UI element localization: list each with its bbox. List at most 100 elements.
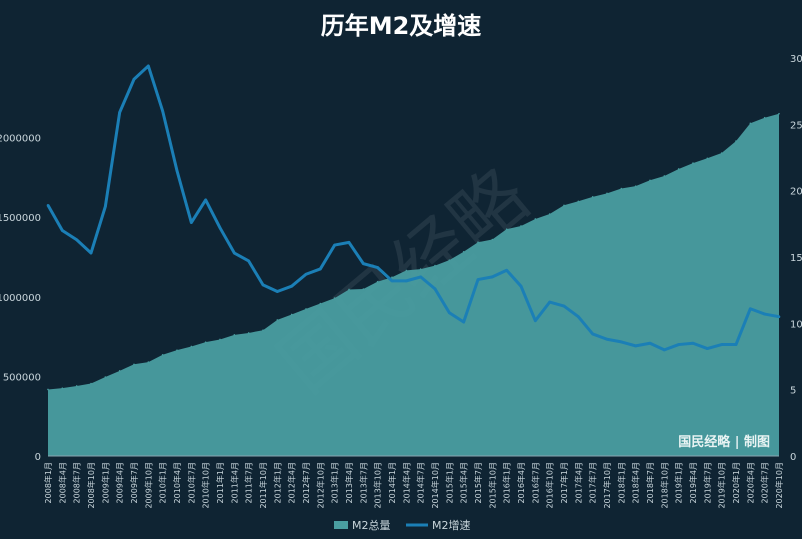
legend-swatch-m2-total xyxy=(334,521,348,529)
x-tick-label: 2013年10月 xyxy=(373,462,383,509)
x-tick-label: 2011年7月 xyxy=(244,462,254,503)
x-tick-label: 2020年7月 xyxy=(760,462,770,503)
m2-total-point xyxy=(534,218,537,220)
x-tick-label: 2019年7月 xyxy=(702,462,712,503)
x-tick-label: 2017年1月 xyxy=(559,462,569,503)
m2-growth-point xyxy=(548,300,551,304)
m2-growth-point xyxy=(46,203,50,207)
m2-total-point xyxy=(147,361,150,363)
m2-total-point xyxy=(548,213,551,215)
m2-total-point xyxy=(133,363,135,366)
legend-label-m2-growth: M2增速 xyxy=(432,518,471,532)
m2-growth-point xyxy=(734,343,738,346)
m2-growth-point xyxy=(763,312,766,316)
m2-growth-point xyxy=(190,221,193,224)
m2-total-point xyxy=(176,349,178,351)
m2-growth-point xyxy=(304,272,308,276)
m2-growth-point xyxy=(620,340,623,344)
right-tick-label: 15 xyxy=(790,253,802,264)
m2-growth-point xyxy=(89,251,93,255)
m2-growth-point xyxy=(247,259,250,263)
m2-growth-point xyxy=(433,287,437,291)
right-tick-label: 25 xyxy=(790,120,802,131)
x-tick-label: 2019年10月 xyxy=(717,462,727,509)
m2-total-point xyxy=(720,152,723,154)
m2-growth-point xyxy=(218,226,222,230)
legend-label-m2-total: M2总量 xyxy=(352,518,391,532)
m2-growth-point xyxy=(175,169,179,173)
right-tick-label: 0 xyxy=(790,452,796,463)
m2-total-point xyxy=(677,168,680,170)
x-tick-label: 2014年7月 xyxy=(416,462,426,503)
x-tick-label: 2016年7月 xyxy=(530,462,540,503)
m2-total-point xyxy=(348,288,350,291)
m2-growth-point xyxy=(104,205,107,208)
m2-growth-point xyxy=(505,268,508,272)
m2-total-point xyxy=(763,116,766,119)
m2-total-point xyxy=(735,140,737,142)
m2-growth-point xyxy=(362,262,365,265)
x-tick-label: 2015年7月 xyxy=(473,462,483,503)
m2-total-point xyxy=(749,122,752,125)
m2-growth-point xyxy=(691,341,695,345)
x-tick-label: 2008年10月 xyxy=(86,462,96,509)
x-tick-label: 2020年1月 xyxy=(731,462,741,503)
m2-total-point xyxy=(520,225,522,227)
m2-total-point xyxy=(491,238,494,241)
m2-growth-point xyxy=(777,315,781,319)
m2-growth-point xyxy=(75,238,78,242)
m2-total-point xyxy=(692,162,694,164)
m2-growth-point xyxy=(605,337,609,341)
plot-area xyxy=(46,64,781,456)
m2-total-point xyxy=(47,388,49,391)
m2-total-point xyxy=(247,332,250,334)
x-tick-label: 2012年1月 xyxy=(272,462,282,503)
x-tick-label: 2008年1月 xyxy=(43,462,53,503)
x-tick-label: 2008年7月 xyxy=(72,462,82,503)
x-tick-label: 2009年4月 xyxy=(115,462,125,503)
m2-total-point xyxy=(290,313,293,316)
m2-growth-point xyxy=(61,229,64,232)
x-tick-label: 2010年7月 xyxy=(186,462,196,503)
m2-total-point xyxy=(606,192,608,195)
m2-total-point xyxy=(104,376,107,378)
m2-growth-point xyxy=(419,275,422,279)
m2-total-point xyxy=(362,288,365,290)
x-tick-label: 2014年4月 xyxy=(401,462,411,503)
x-tick-label: 2015年10月 xyxy=(487,462,497,509)
m2-growth-point xyxy=(161,109,164,113)
m2-total-point xyxy=(319,302,322,305)
m2-total-point xyxy=(477,241,479,243)
m2-total-point xyxy=(649,179,651,182)
x-tick-label: 2018年4月 xyxy=(631,462,641,503)
m2-total-point xyxy=(61,387,64,389)
m2-total-point xyxy=(376,280,379,283)
m2-total-point xyxy=(419,268,422,270)
x-tick-label: 2018年1月 xyxy=(616,462,626,503)
x-tick-label: 2011年10月 xyxy=(258,462,268,509)
x-tick-label: 2020年4月 xyxy=(745,462,755,503)
credit-text: 国民经略 | 制图 xyxy=(678,434,770,450)
m2-total-point xyxy=(305,308,307,310)
left-tick-label: 1500000 xyxy=(0,213,41,224)
m2-growth-point xyxy=(233,251,236,255)
x-tick-label: 2017年10月 xyxy=(602,462,612,509)
x-tick-label: 2016年1月 xyxy=(502,462,512,503)
m2-total-point xyxy=(391,276,393,279)
m2-growth-point xyxy=(648,341,652,345)
x-tick-label: 2010年10月 xyxy=(201,462,211,509)
m2-growth-point xyxy=(534,319,537,322)
m2-growth-point xyxy=(390,279,394,283)
m2-total-point xyxy=(219,338,221,341)
m2-growth-point xyxy=(347,241,351,244)
m2-growth-point xyxy=(476,278,480,281)
m2-growth-point xyxy=(720,343,723,346)
m2-total-area xyxy=(48,113,779,456)
x-tick-label: 2009年10月 xyxy=(143,462,153,509)
m2-total-point xyxy=(563,204,565,207)
x-tick-label: 2013年4月 xyxy=(344,462,354,503)
m2-total-point xyxy=(90,382,92,385)
m2-total-point xyxy=(778,112,780,115)
axes: 0 500000 1000000 1500000 2000000 0 5 10 15 20 25 30… xyxy=(0,54,802,509)
